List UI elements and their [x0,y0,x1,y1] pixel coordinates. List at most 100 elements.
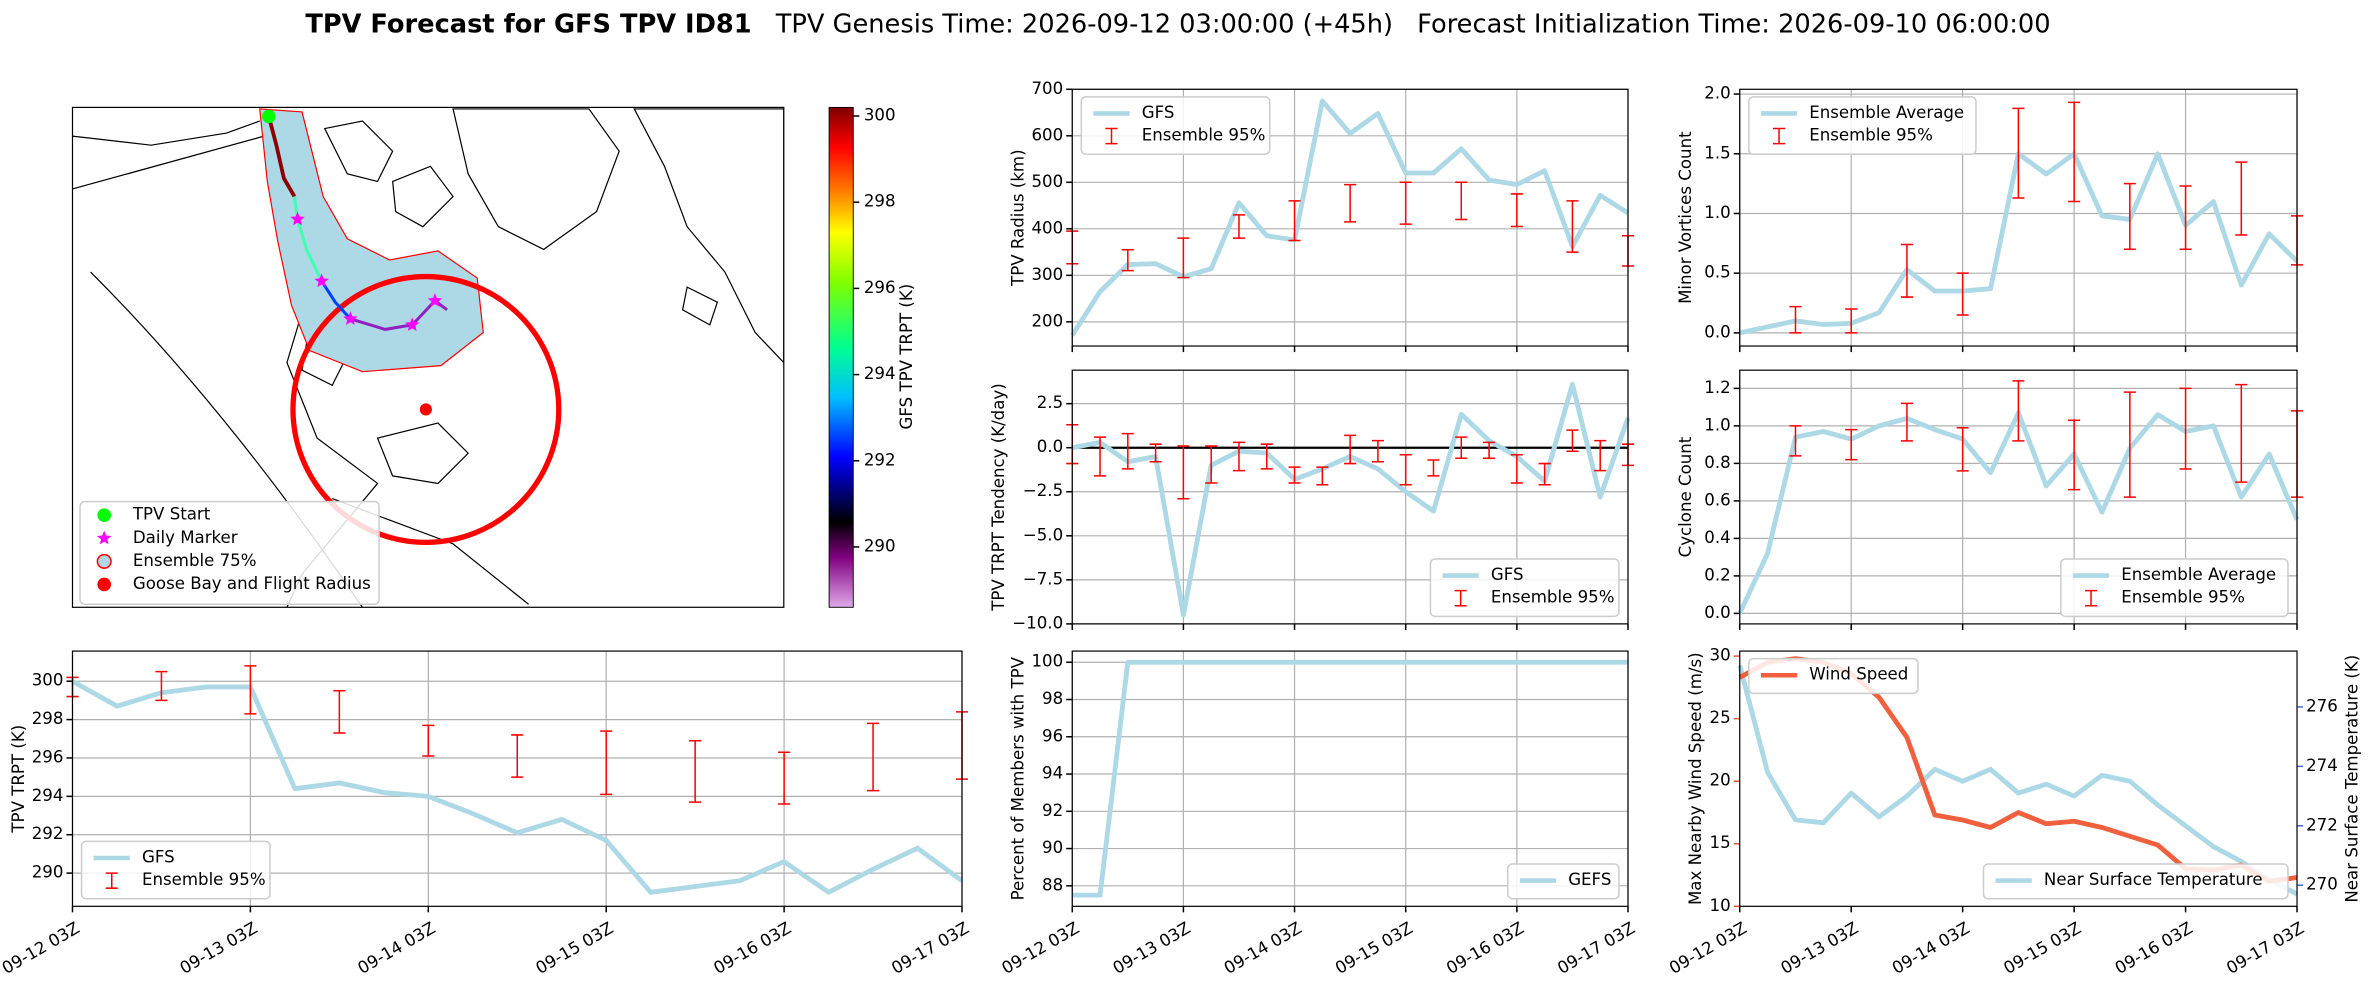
legend-box [1982,863,2289,900]
y-axis-label: TPV TRPT Tendency (K/day) [989,383,1008,612]
y2-tick-label: 274 [2306,756,2338,775]
y-tick-label: 0.5 [1704,263,1730,282]
legend-label: GFS [142,847,175,866]
y2-tick-label: 276 [2306,696,2338,715]
error-bar [1566,200,1579,253]
x-tick-label: 09-13 03Z [1110,918,1194,977]
error-bar [1900,402,1913,442]
error-bar [2068,419,2081,491]
chart-title: TPV Forecast for GFS TPV ID81 [305,9,751,39]
y-tick-label: 292 [32,824,64,843]
legend-box [1507,863,1620,900]
init-time: Forecast Initialization Time: 2026-09-10… [1417,9,2050,39]
y-tick-label: 88 [1042,875,1063,894]
x-tick-label: 09-13 03Z [177,918,261,977]
legend-label: Ensemble 95% [1809,126,1933,145]
x-tick-label: 09-17 03Z [2223,918,2307,977]
daily-marker [290,211,305,226]
x-tick-label: 09-12 03Z [0,918,83,977]
y-tick-label: 0.0 [1704,322,1730,341]
legend-marker [97,577,111,592]
error-bar [1956,426,1969,472]
y-tick-label: 294 [32,786,64,805]
y-tick-label: 0.0 [1037,437,1063,456]
y-axis-label: Percent of Members with TPV [1009,656,1028,900]
legend-marker [97,508,111,522]
legend-handle [1105,127,1118,145]
y-tick-label: 20 [1710,771,1731,790]
daily-marker [405,317,420,331]
colorbar-tick-label: 296 [864,278,896,297]
tpv-start [262,109,276,124]
y-tick-label: 1.5 [1704,143,1730,162]
y-tick-label: 2.0 [1704,84,1730,103]
error-bar [1399,181,1412,225]
error-bar [155,670,168,702]
error-bar [1288,466,1301,484]
y-tick-label: −7.5 [1023,569,1063,588]
legend-handle [2084,589,2098,607]
y-tick-label: 290 [32,863,64,882]
error-bar [1344,434,1357,465]
legend-box [2060,558,2289,618]
x-tick-label: 09-16 03Z [2112,918,2196,977]
error-bar [1232,441,1246,472]
error-bar [2012,107,2025,199]
error-bar [1594,439,1607,472]
y-tick-label: 96 [1042,726,1063,745]
x-tick-label: 09-14 03Z [1221,918,1305,977]
error-bar [1455,181,1468,221]
plot-frame [1071,650,1629,907]
y-tick-label: 300 [32,671,64,690]
y-tick-label: 98 [1042,689,1063,708]
error-bar [1371,439,1384,463]
x-tick-label: 09-16 03Z [710,918,794,977]
error-bar [2179,185,2192,251]
y-tick-label: 92 [1042,801,1063,820]
y-tick-label: 500 [1031,172,1063,191]
legend-label: Ensemble 95% [1142,126,1266,145]
daily-marker [427,293,443,307]
y-tick-label: 296 [32,747,64,766]
y-tick-label: 2.5 [1037,393,1063,412]
legend-handle [1454,589,1467,607]
series-line [1070,98,1630,337]
colorbar-tick-label: 298 [864,192,896,211]
x-tick-label: 09-12 03Z [1666,918,1750,977]
error-bar [1288,200,1301,242]
series-line [71,679,964,895]
error-bar [1399,454,1412,486]
y-tick-label: −10.0 [1012,613,1063,632]
y-tick-label: 400 [1031,218,1063,237]
y-tick-label: 25 [1710,708,1731,727]
legend-label: Ensemble Average [2121,565,2276,584]
error-bar [600,730,613,796]
legend-box [79,500,380,606]
y-tick-label: 1.2 [1704,378,1730,397]
legend-handle [105,872,118,889]
error-bar [2068,101,2081,203]
y2-tick-label: 270 [2306,875,2338,894]
error-bar [1149,443,1162,463]
map-frame [71,106,785,608]
error-bar [1455,436,1468,460]
y-tick-label: 0.0 [1704,603,1730,622]
legend-label: GEFS [1568,870,1611,889]
legend-label: Wind Speed [1809,665,1908,684]
y-tick-label: 100 [1031,652,1063,671]
error-bar [2123,182,2136,251]
error-bar [1177,445,1190,500]
x-tick-label: 09-17 03Z [1554,918,1638,977]
track [292,196,324,282]
series-line [1072,659,1628,898]
colorbar-tick-label: 290 [864,536,896,555]
error-bar [1789,305,1802,334]
y-tick-label: 90 [1042,838,1063,857]
plot-frame [1739,88,2298,347]
error-bar [333,690,346,734]
x-tick-label: 09-13 03Z [1777,918,1861,977]
y-tick-label: 0.8 [1704,453,1730,472]
error-bar [1205,445,1218,484]
legend-label: Ensemble 95% [2121,588,2245,607]
error-bar [1344,183,1357,223]
